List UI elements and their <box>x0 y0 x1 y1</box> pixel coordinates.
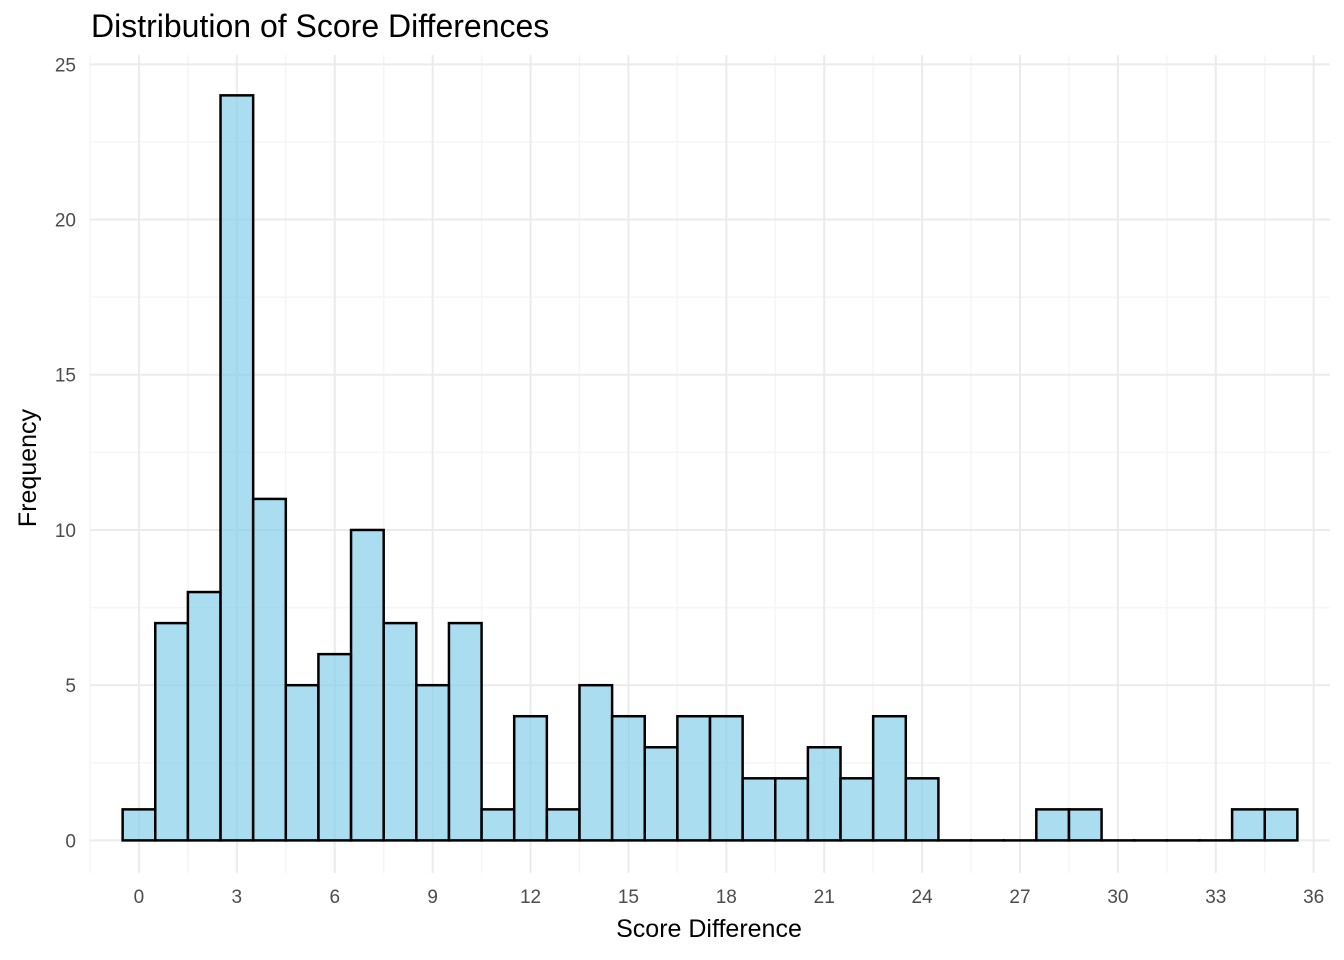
x-tick-label: 6 <box>329 887 340 908</box>
x-axis-tick-labels: 0 3 6 9 12 15 18 21 24 27 30 33 36 <box>134 887 1325 908</box>
histogram-bar <box>676 714 712 842</box>
histogram-bar <box>284 683 320 842</box>
histogram-bar <box>219 94 255 842</box>
y-tick-label: 15 <box>55 366 76 387</box>
histogram-bar <box>512 714 549 842</box>
x-tick-label: 18 <box>716 887 737 908</box>
histogram-bar <box>774 777 810 842</box>
x-tick-label: 30 <box>1107 887 1128 908</box>
histogram-bar <box>904 777 940 842</box>
y-tick-label: 0 <box>65 831 76 852</box>
x-tick-label: 12 <box>520 887 541 908</box>
histogram-bar <box>415 683 451 842</box>
histogram-bar <box>741 777 777 842</box>
x-tick-label: 15 <box>618 887 639 908</box>
histogram-bar <box>643 746 679 842</box>
x-tick-label: 27 <box>1009 887 1030 908</box>
histogram-bar <box>1067 808 1103 842</box>
histogram-bar <box>154 621 190 842</box>
histogram-bar <box>871 714 908 842</box>
histogram-bar <box>839 777 875 842</box>
histogram-bar <box>382 621 418 842</box>
histogram-bar <box>1035 808 1071 842</box>
histogram-bar <box>578 683 614 842</box>
histogram-bar <box>447 621 483 842</box>
histogram-bar <box>545 808 581 842</box>
x-tick-label: 33 <box>1205 887 1226 908</box>
histogram-bar <box>708 714 744 842</box>
x-tick-label: 24 <box>912 887 934 908</box>
histogram-bar <box>186 590 222 842</box>
histogram-bar <box>251 497 288 842</box>
y-tick-label: 25 <box>55 55 76 76</box>
y-axis-tick-labels: 0 5 10 15 20 25 <box>55 55 76 852</box>
histogram-bar <box>349 528 385 842</box>
y-tick-label: 20 <box>55 211 76 232</box>
y-axis-title: Frequency <box>14 408 42 527</box>
x-tick-label: 9 <box>427 887 438 908</box>
x-axis-title: Score Difference <box>616 915 802 943</box>
histogram-bar <box>1263 808 1299 842</box>
x-tick-label: 3 <box>232 887 243 908</box>
x-tick-label: 0 <box>134 887 145 908</box>
x-tick-label: 21 <box>814 887 835 908</box>
y-tick-label: 5 <box>65 676 76 697</box>
histogram-bar <box>806 746 842 842</box>
histogram-bars <box>121 94 1299 842</box>
x-tick-label: 36 <box>1303 887 1324 908</box>
histogram-bar <box>610 714 646 842</box>
y-tick-label: 10 <box>55 521 76 542</box>
histogram-bar <box>1230 808 1266 842</box>
histogram-bar <box>121 808 157 842</box>
histogram-bar <box>317 652 353 842</box>
histogram-bar <box>480 808 516 842</box>
chart-title: Distribution of Score Differences <box>91 8 550 44</box>
